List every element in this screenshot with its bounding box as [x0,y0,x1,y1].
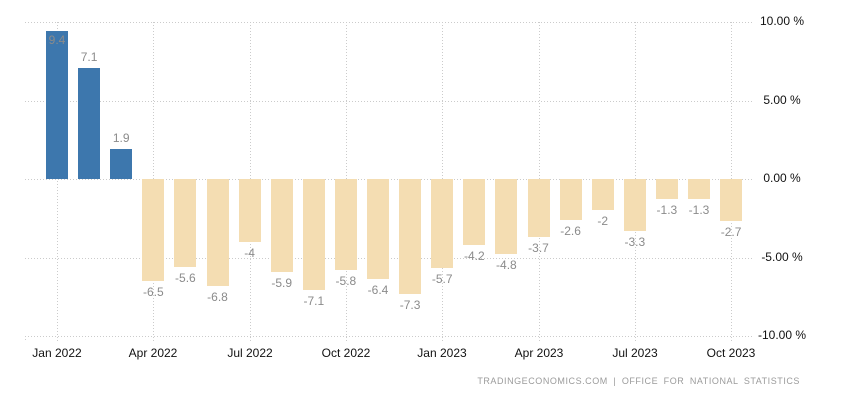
bar [527,179,550,238]
y-tick-label: 10.00 % [759,14,805,28]
x-tick-label: Oct 2023 [706,346,756,360]
bar [238,179,261,242]
bar [591,179,614,211]
bar [334,179,357,271]
bar-value-label: -2.7 [720,225,742,240]
bar [142,179,165,282]
bar [655,179,678,200]
bar-value-label: -5.7 [431,272,453,287]
bar-value-label: -1.3 [688,203,710,218]
v-gridline [57,22,58,342]
bar-value-label: 9.4 [48,33,66,48]
axis-tick [25,336,26,342]
bar-value-label: -7.1 [303,294,325,309]
x-tick-label: Jan 2023 [417,346,467,360]
bar [399,179,422,294]
bar-value-label: -5.6 [175,270,196,285]
bar [270,179,293,272]
bar [367,179,389,280]
bar [110,149,133,179]
bar-value-label: -6.5 [142,285,164,300]
bar [720,179,743,222]
bar-value-label: -4.2 [463,248,485,263]
bar-value-label: -2.6 [560,223,581,238]
x-tick-label: Apr 2023 [514,346,564,360]
bar [46,31,68,179]
bar-value-label: -5.8 [335,274,357,289]
bar [463,179,486,245]
y-tick-label: 5.00 % [763,93,801,107]
y-tick-label: -10.00 % [757,328,807,342]
y-tick-label: -5.00 % [761,250,803,264]
bar-value-label: 1.9 [112,131,130,146]
bar-value-label: -6.8 [207,289,228,304]
h-gridline [25,336,752,337]
bar-value-label: -7.3 [399,297,421,312]
x-tick-label: Jul 2023 [612,346,658,360]
bar [688,179,710,200]
bar [623,179,646,231]
attribution-text: TRADINGECONOMICS.COM | OFFICE FOR NATION… [477,376,800,386]
y-tick-label: 0.00 % [763,171,801,185]
bar-value-label: -4.8 [496,258,517,273]
bar [431,179,454,269]
x-tick-label: Apr 2022 [128,346,178,360]
bar [302,179,325,291]
bar-value-label: -1.3 [656,203,678,218]
bar-value-label: -2 [597,214,609,229]
h-gridline [25,101,752,102]
bar [78,67,101,179]
bar-value-label: -4 [244,245,255,260]
bar-value-label: -3.3 [624,234,646,249]
x-tick-label: Jan 2022 [32,346,82,360]
h-gridline [25,22,752,23]
bar [495,179,518,255]
bar [206,179,229,286]
bar-value-label: -5.9 [271,275,293,290]
x-tick-label: Oct 2022 [321,346,371,360]
x-tick-label: Jul 2022 [227,346,273,360]
bar-value-label: -6.4 [367,283,389,298]
bar [174,179,197,267]
bar [559,179,582,220]
bar-value-label: -3.7 [528,241,549,256]
bar-value-label: 7.1 [80,49,98,64]
